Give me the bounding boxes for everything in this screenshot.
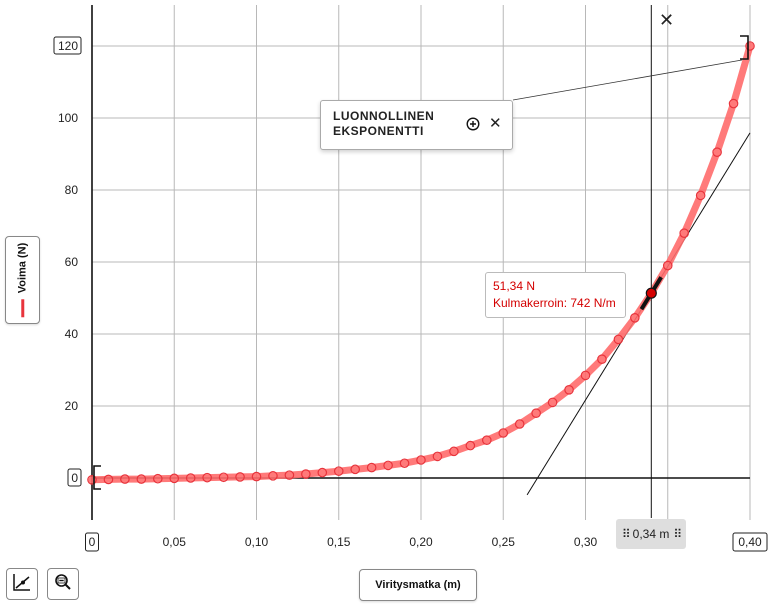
data-point: [218, 472, 229, 483]
y-tick-label: 60: [65, 255, 79, 269]
data-point: [432, 451, 443, 462]
x-tick-label: 0,40: [738, 535, 762, 549]
data-point: [284, 470, 295, 480]
data-point: [235, 472, 245, 482]
drag-handle-icon: ⠿: [621, 527, 631, 541]
y-tick-labels: 0 20 40 60 80 100 120: [53, 36, 82, 487]
close-icon[interactable]: ✕: [489, 115, 502, 132]
cursor-point[interactable]: [645, 287, 657, 299]
cursor-slope: Kulmakerroin: 742 N/m: [493, 296, 616, 310]
fit-popup: LUONNOLLINEN EKSPONENTTI ✕: [320, 100, 513, 150]
data-point: [120, 474, 130, 484]
data-point: [531, 408, 541, 418]
fit-name: LUONNOLLINEN EKSPONENTTI: [333, 109, 435, 138]
data-point: [399, 458, 410, 469]
tangent-tool-icon: [12, 572, 32, 597]
fit-leader-line: [512, 59, 743, 101]
data-point: [268, 471, 278, 481]
y-tick-label: 100: [58, 111, 78, 125]
y-tick-label: 20: [65, 399, 79, 413]
y-tick-label: 80: [65, 183, 79, 197]
data-point: [662, 260, 673, 271]
y-range-handles[interactable]: [93, 35, 749, 490]
x-tick-label: 0,20: [409, 535, 433, 549]
x-axis-label: Viritysmatka (m): [375, 579, 461, 591]
data-point: [547, 397, 558, 408]
data-point: [679, 228, 689, 238]
zoom-out-button[interactable]: [47, 568, 79, 600]
x-tick-label: 0: [89, 535, 96, 549]
data-point: [564, 384, 574, 395]
x-tick-label: 0,05: [163, 535, 187, 549]
y-tick-label: 120: [58, 39, 78, 53]
zoom-out-icon: [53, 572, 73, 597]
cursor-value: 51,34 N: [493, 279, 536, 293]
x-tick-label: 0,15: [327, 535, 351, 549]
y-tick-box: [53, 36, 82, 55]
data-point: [465, 440, 476, 451]
data-point: [481, 435, 492, 445]
y-tick-label: 0: [71, 471, 78, 485]
data-point: [580, 370, 591, 381]
data-point: [87, 474, 97, 485]
close-icon[interactable]: ✕: [659, 10, 675, 30]
data-point: [514, 419, 525, 429]
y-tick-box: [67, 468, 82, 487]
y-axis-label: Voima (N): [16, 242, 29, 294]
zoom-in-icon[interactable]: [466, 117, 480, 131]
data-point: [185, 473, 196, 483]
data-point: [498, 428, 509, 438]
y-min-handle[interactable]: [93, 465, 101, 490]
cursor-line[interactable]: [639, 5, 663, 518]
x-tick-label: 0,30: [574, 535, 598, 549]
tangent-tool-button[interactable]: [6, 568, 38, 600]
data-point: [383, 460, 393, 471]
y-tick-label: 40: [65, 327, 79, 341]
data-point: [333, 466, 344, 476]
data-point: [153, 473, 163, 484]
data-point: [317, 467, 328, 478]
data-point: [136, 474, 147, 484]
series-color-swatch: [21, 299, 24, 318]
data-point: [366, 462, 377, 473]
x-tick-box: [732, 532, 768, 552]
x-tick-box: [85, 532, 99, 552]
data-point: [350, 464, 360, 475]
leader-line: [512, 59, 743, 101]
data-point: [630, 312, 640, 323]
x-tick-labels: 0 0,05 0,10 0,15 0,20 0,25 0,30 0,40: [85, 532, 768, 552]
data-point: [416, 455, 426, 465]
data-point: [695, 190, 706, 201]
cursor-info-box: 51,34 N Kulmakerroin: 742 N/m: [485, 272, 626, 318]
data-point: [301, 469, 311, 479]
data-point: [251, 471, 262, 482]
fit-curve-path: [88, 42, 754, 484]
data-point: [712, 147, 722, 157]
cursor-x-label: 0,34 m: [632, 527, 670, 541]
data-point: [613, 334, 624, 345]
y-max-handle[interactable]: [740, 35, 749, 60]
drag-handle-icon: ⠿: [673, 527, 682, 541]
data-point: [597, 354, 607, 364]
data-points: [87, 41, 755, 485]
data-point: [169, 473, 180, 484]
x-tick-label: 0,25: [492, 535, 516, 549]
data-point: [449, 446, 459, 457]
data-point: [103, 474, 114, 485]
cursor-x-handle[interactable]: ⠿ 0,34 m ⠿: [616, 519, 686, 549]
y-axis-label-button[interactable]: Voima (N): [5, 236, 40, 324]
data-point: [202, 472, 212, 483]
fit-curve: [88, 42, 754, 484]
x-axis-label-button[interactable]: Viritysmatka (m): [359, 569, 477, 601]
data-point: [745, 41, 755, 51]
x-tick-label: 0,10: [245, 535, 269, 549]
data-point: [728, 98, 739, 109]
